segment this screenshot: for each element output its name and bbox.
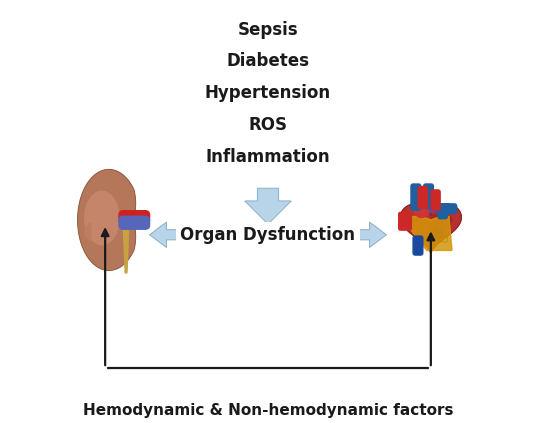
FancyBboxPatch shape bbox=[436, 204, 457, 214]
Polygon shape bbox=[400, 204, 461, 253]
Text: Organ Dysfunction: Organ Dysfunction bbox=[181, 226, 355, 244]
Text: Diabetes: Diabetes bbox=[227, 52, 309, 70]
Polygon shape bbox=[150, 222, 209, 247]
Ellipse shape bbox=[415, 206, 428, 217]
Text: Inflammation: Inflammation bbox=[206, 148, 330, 165]
Polygon shape bbox=[78, 169, 136, 271]
FancyBboxPatch shape bbox=[431, 190, 440, 210]
Polygon shape bbox=[405, 217, 452, 250]
Polygon shape bbox=[84, 190, 120, 245]
Text: Hypertension: Hypertension bbox=[205, 84, 331, 102]
Polygon shape bbox=[327, 222, 386, 247]
Polygon shape bbox=[209, 230, 327, 240]
Polygon shape bbox=[430, 214, 452, 250]
Polygon shape bbox=[85, 223, 91, 241]
Polygon shape bbox=[123, 214, 130, 268]
FancyBboxPatch shape bbox=[119, 216, 150, 229]
FancyBboxPatch shape bbox=[399, 218, 412, 225]
FancyBboxPatch shape bbox=[399, 223, 412, 230]
FancyBboxPatch shape bbox=[438, 204, 448, 219]
FancyBboxPatch shape bbox=[411, 184, 421, 210]
FancyBboxPatch shape bbox=[119, 211, 150, 224]
Polygon shape bbox=[417, 201, 438, 206]
Text: Sepsis: Sepsis bbox=[237, 21, 299, 38]
FancyBboxPatch shape bbox=[413, 236, 423, 255]
FancyBboxPatch shape bbox=[423, 184, 434, 209]
Text: ROS: ROS bbox=[249, 116, 287, 134]
Text: Hemodynamic & Non-hemodynamic factors: Hemodynamic & Non-hemodynamic factors bbox=[83, 403, 453, 418]
FancyBboxPatch shape bbox=[418, 187, 428, 209]
Ellipse shape bbox=[421, 203, 437, 213]
FancyBboxPatch shape bbox=[399, 212, 412, 220]
Polygon shape bbox=[245, 188, 291, 224]
